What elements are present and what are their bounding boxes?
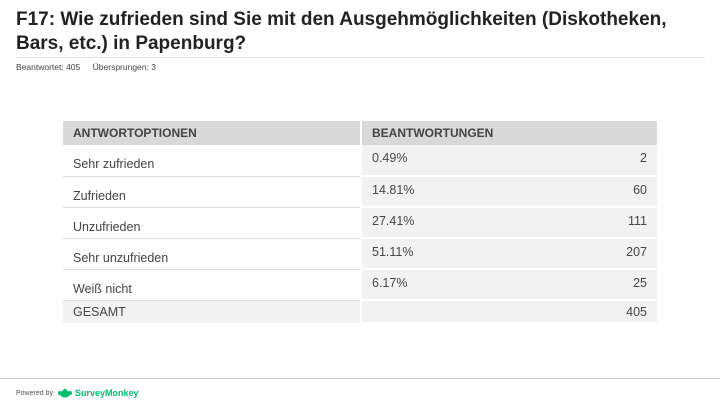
row-percent: 51.11% [362, 238, 502, 270]
row-count: 111 [502, 207, 657, 239]
row-count: 2 [502, 145, 657, 177]
header-responses: BEANTWORTUNGEN [362, 121, 657, 145]
row-percent: 6.17% [362, 269, 502, 301]
row-count: 25 [502, 269, 657, 301]
row-label: Weiß nicht [63, 269, 360, 301]
footer-divider [0, 378, 720, 379]
table-header-row: ANTWORTOPTIONEN BEANTWORTUNGEN [63, 121, 657, 145]
results-table: ANTWORTOPTIONEN BEANTWORTUNGEN Sehr zufr… [63, 121, 657, 324]
brand-name: SurveyMonkey [74, 388, 139, 398]
row-label: Sehr unzufrieden [63, 238, 360, 270]
title-divider [16, 57, 706, 58]
total-row: GESAMT 405 [63, 300, 657, 324]
row-label: Sehr zufrieden [63, 145, 360, 177]
question-title: F17: Wie zufrieden sind Sie mit den Ausg… [16, 9, 667, 54]
row-count: 60 [502, 176, 657, 208]
table-row: Unzufrieden 27.41% 111 [63, 207, 657, 239]
table-row: Weiß nicht 6.17% 25 [63, 269, 657, 301]
powered-by: Powered by SurveyMonkey [16, 388, 139, 398]
surveymonkey-icon [57, 388, 72, 398]
header-answer-options: ANTWORTOPTIONEN [63, 121, 360, 145]
answered-count: Beantwortet: 405 [16, 62, 81, 72]
row-count: 207 [502, 238, 657, 270]
table-row: Zufrieden 14.81% 60 [63, 176, 657, 208]
table-row: Sehr zufrieden 0.49% 2 [63, 145, 657, 177]
row-label: Zufrieden [63, 176, 360, 208]
surveymonkey-logo[interactable]: SurveyMonkey [57, 388, 139, 398]
row-percent: 0.49% [362, 145, 502, 177]
skipped-count: Übersprungen: 3 [92, 62, 156, 72]
table-row: Sehr unzufrieden 51.11% 207 [63, 238, 657, 270]
total-count: 405 [502, 300, 657, 324]
row-label: Unzufrieden [63, 207, 360, 239]
row-percent: 14.81% [362, 176, 502, 208]
total-percent-empty [362, 300, 502, 324]
row-percent: 27.41% [362, 207, 502, 239]
total-label: GESAMT [63, 300, 360, 323]
response-meta: Beantwortet: 405 Übersprungen: 3 [16, 62, 156, 72]
powered-by-label: Powered by [16, 389, 53, 397]
